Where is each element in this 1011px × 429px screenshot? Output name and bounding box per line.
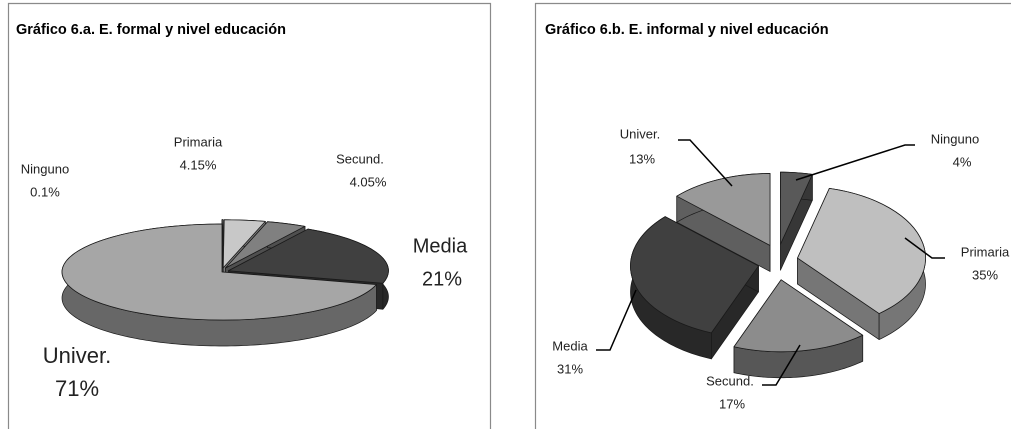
leader-line [795,144,915,181]
category-label: Ninguno [931,131,979,146]
value-label: 4% [953,154,972,169]
pie-slice [733,279,864,353]
category-label: Univer. [43,343,111,368]
value-label: 4.15% [180,157,217,172]
pie-slice [222,219,266,269]
category-label: Primaria [174,134,223,149]
value-label: 4.05% [350,174,387,189]
pie-slice [630,216,759,334]
value-label: 71% [55,376,99,401]
category-label: Secund. [706,373,754,388]
category-label: Media [552,338,588,353]
value-label: 13% [629,151,655,166]
category-label: Primaria [961,244,1010,259]
pie-slice [676,173,771,246]
leader-line [678,139,733,187]
chart-title: Gráfico 6.b. E. informal y nivel educaci… [545,22,829,38]
leader-line [596,289,637,351]
pie-tops [61,171,926,353]
value-label: 31% [557,361,583,376]
leader-line [904,237,945,259]
pie-slice [228,228,389,284]
category-label: Media [413,235,468,257]
panel-border [7,2,492,429]
chart-title: Gráfico 6.a. E. formal y nivel educación [16,22,286,38]
leader-line [762,344,801,386]
pie-slice [797,187,926,314]
value-label: 21% [422,268,462,290]
panel-border [534,2,1011,429]
value-label: 0.1% [30,184,60,199]
category-label: Ninguno [21,161,69,176]
pie-slice [225,221,306,269]
value-label: 35% [972,267,998,282]
pie-slice [61,223,377,321]
category-label: Secund. [336,151,384,166]
category-label: Univer. [620,126,660,141]
value-label: 17% [719,396,745,411]
pie-labels: Ninguno 0.1% Primaria 4.15% Secund. 4.05% Medi… [21,126,1010,411]
